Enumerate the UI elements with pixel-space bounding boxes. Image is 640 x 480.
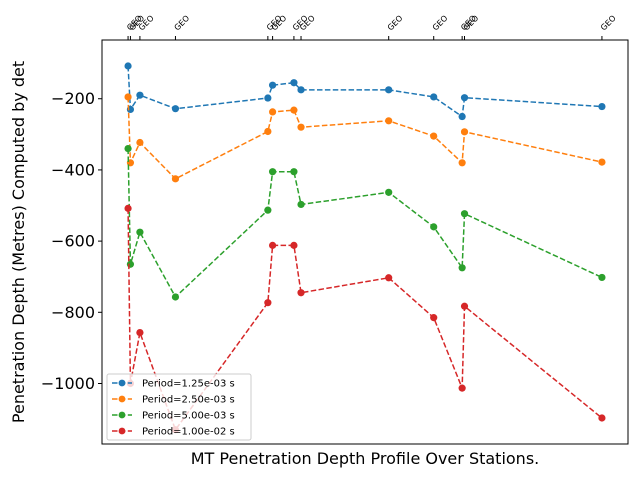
data-point <box>290 241 298 249</box>
data-point <box>171 175 180 183</box>
data-point <box>268 168 277 176</box>
data-point <box>171 293 180 301</box>
data-point <box>264 127 272 136</box>
data-point <box>598 158 606 166</box>
data-point <box>264 206 272 214</box>
data-point <box>385 117 393 125</box>
y-tick-label: −800 <box>51 303 95 322</box>
data-point <box>264 299 272 307</box>
legend-label: Period=1.00e-02 s <box>142 427 235 438</box>
data-point <box>430 132 438 140</box>
data-point <box>598 102 606 111</box>
data-point <box>297 289 305 297</box>
data-point <box>124 204 132 212</box>
data-point <box>385 274 393 282</box>
legend-label: Period=5.00e-03 s <box>142 411 235 422</box>
series-layer <box>124 62 606 434</box>
data-point <box>458 264 466 272</box>
x-axis-label: MT Penetration Depth Profile Over Statio… <box>191 449 540 468</box>
y-axis: −200 −400 −600 −800 −1000 <box>41 89 102 393</box>
data-point <box>458 384 466 392</box>
data-point <box>124 144 132 153</box>
data-point <box>460 210 469 218</box>
y-axis-label: Penetration Depth (Metres) Computed by d… <box>9 61 28 423</box>
data-point <box>268 81 277 89</box>
legend-marker <box>118 411 126 419</box>
data-point <box>430 314 438 322</box>
data-point <box>290 168 298 176</box>
data-point <box>598 273 606 282</box>
legend-label: Period=1.25e-03 s <box>142 379 235 390</box>
data-point <box>290 79 298 87</box>
data-point <box>297 200 305 209</box>
legend-label: Period=2.50e-03 s <box>142 395 235 406</box>
legend-marker <box>118 395 126 403</box>
y-tick-label: −600 <box>51 232 95 251</box>
data-point <box>297 86 305 94</box>
data-point <box>136 228 144 236</box>
data-point <box>430 93 438 101</box>
data-point <box>268 108 277 116</box>
legend: Period=1.25e-03 s Period=2.50e-03 s Period… <box>106 373 252 441</box>
data-point <box>460 128 469 136</box>
legend-frame <box>106 373 252 441</box>
y-tick-label: −1000 <box>41 374 95 393</box>
data-point <box>268 241 277 249</box>
data-point <box>458 112 466 121</box>
data-point <box>171 105 180 113</box>
data-point <box>458 159 466 167</box>
y-tick-label: −200 <box>51 89 95 108</box>
legend-marker <box>118 379 126 387</box>
data-point <box>460 302 469 310</box>
data-point <box>136 91 144 99</box>
data-point <box>136 328 144 337</box>
data-point <box>124 62 132 70</box>
data-point <box>290 106 298 114</box>
data-point <box>385 86 393 94</box>
data-point <box>124 93 132 101</box>
data-point <box>264 94 272 102</box>
y-tick-label: −400 <box>51 160 95 179</box>
data-point <box>598 414 606 422</box>
legend-marker <box>118 427 126 435</box>
data-point <box>385 188 393 196</box>
data-point <box>460 94 469 102</box>
plot-frame <box>101 39 629 445</box>
data-point <box>126 260 135 268</box>
data-point <box>136 138 144 147</box>
data-point <box>297 123 305 131</box>
data-point <box>430 223 438 231</box>
